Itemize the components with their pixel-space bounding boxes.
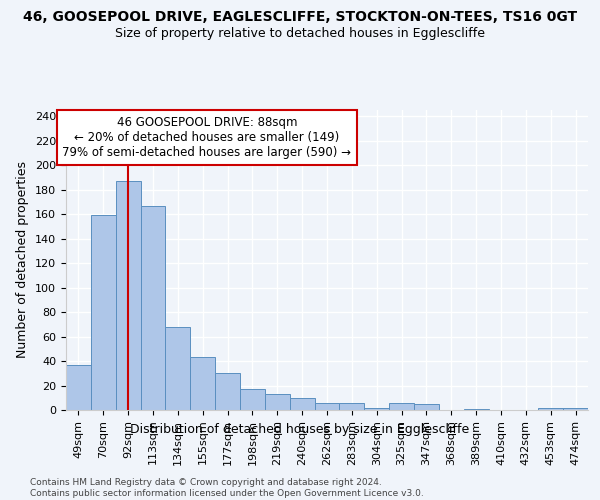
Bar	[364, 408, 389, 410]
Text: 46 GOOSEPOOL DRIVE: 88sqm
← 20% of detached houses are smaller (149)
79% of semi: 46 GOOSEPOOL DRIVE: 88sqm ← 20% of detac…	[62, 116, 352, 159]
Bar	[340, 402, 364, 410]
Bar	[265, 394, 290, 410]
Bar	[314, 402, 340, 410]
Bar	[240, 389, 265, 410]
Bar	[290, 398, 314, 410]
Bar	[190, 358, 215, 410]
Text: Distribution of detached houses by size in Egglescliffe: Distribution of detached houses by size …	[130, 422, 470, 436]
Bar	[538, 408, 563, 410]
Bar	[563, 408, 588, 410]
Text: 46, GOOSEPOOL DRIVE, EAGLESCLIFFE, STOCKTON-ON-TEES, TS16 0GT: 46, GOOSEPOOL DRIVE, EAGLESCLIFFE, STOCK…	[23, 10, 577, 24]
Bar	[140, 206, 166, 410]
Bar	[116, 181, 140, 410]
Bar	[91, 216, 116, 410]
Bar	[389, 402, 414, 410]
Text: Size of property relative to detached houses in Egglescliffe: Size of property relative to detached ho…	[115, 28, 485, 40]
Bar	[166, 326, 190, 410]
Bar	[414, 404, 439, 410]
Y-axis label: Number of detached properties: Number of detached properties	[16, 162, 29, 358]
Bar	[66, 364, 91, 410]
Bar	[464, 409, 488, 410]
Text: Contains HM Land Registry data © Crown copyright and database right 2024.
Contai: Contains HM Land Registry data © Crown c…	[30, 478, 424, 498]
Bar	[215, 374, 240, 410]
